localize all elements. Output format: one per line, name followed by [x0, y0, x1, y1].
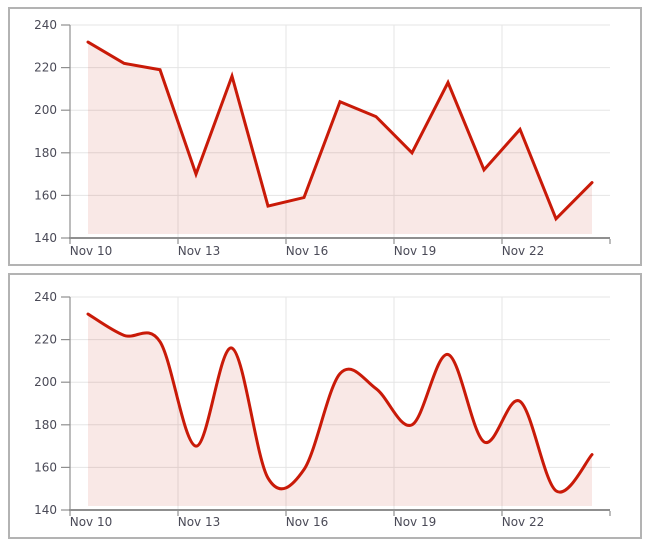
x-axis-label: Nov 13 [178, 244, 221, 258]
y-axis-label: 200 [34, 103, 57, 117]
series-area-fill [88, 314, 592, 506]
y-axis-label: 180 [34, 146, 57, 160]
linear-area-chart-svg: 240 220 200 180 160 140 Nov 10 Nov 13 Nov 16 Nov … [34, 18, 611, 258]
x-axis-label: Nov 16 [286, 244, 329, 258]
y-axis-label: 240 [34, 18, 57, 32]
y-axis-label: 220 [34, 61, 57, 75]
smoothed-area-chart-panel: 240 220 200 180 160 140 Nov 10 Nov 13 Nov 16 Nov … [8, 273, 642, 539]
x-axis-label: Nov 10 [70, 515, 113, 529]
smoothed-area-chart-svg: 240 220 200 180 160 140 Nov 10 Nov 13 Nov 16 Nov … [34, 290, 611, 529]
linear-area-chart-panel: 240 220 200 180 160 140 Nov 10 Nov 13 Nov 16 Nov … [8, 7, 642, 266]
x-axis-label: Nov 19 [394, 244, 437, 258]
y-axis-label: 180 [34, 418, 57, 432]
series-line [86, 312, 594, 494]
y-axis-label: 140 [34, 503, 57, 517]
series-line [86, 40, 594, 222]
y-axis-label: 220 [34, 333, 57, 347]
x-axis-label: Nov 10 [70, 244, 113, 258]
x-axis-label: Nov 16 [286, 515, 329, 529]
y-axis-label: 240 [34, 290, 57, 304]
y-axis-label: 160 [34, 188, 57, 202]
x-axis-label: Nov 13 [178, 515, 221, 529]
x-axis-label: Nov 19 [394, 515, 437, 529]
series-area-fill [88, 42, 592, 234]
y-axis-label: 200 [34, 375, 57, 389]
y-axis-label: 160 [34, 460, 57, 474]
x-axis-label: Nov 22 [502, 244, 545, 258]
y-axis-label: 140 [34, 231, 57, 245]
x-axis-label: Nov 22 [502, 515, 545, 529]
